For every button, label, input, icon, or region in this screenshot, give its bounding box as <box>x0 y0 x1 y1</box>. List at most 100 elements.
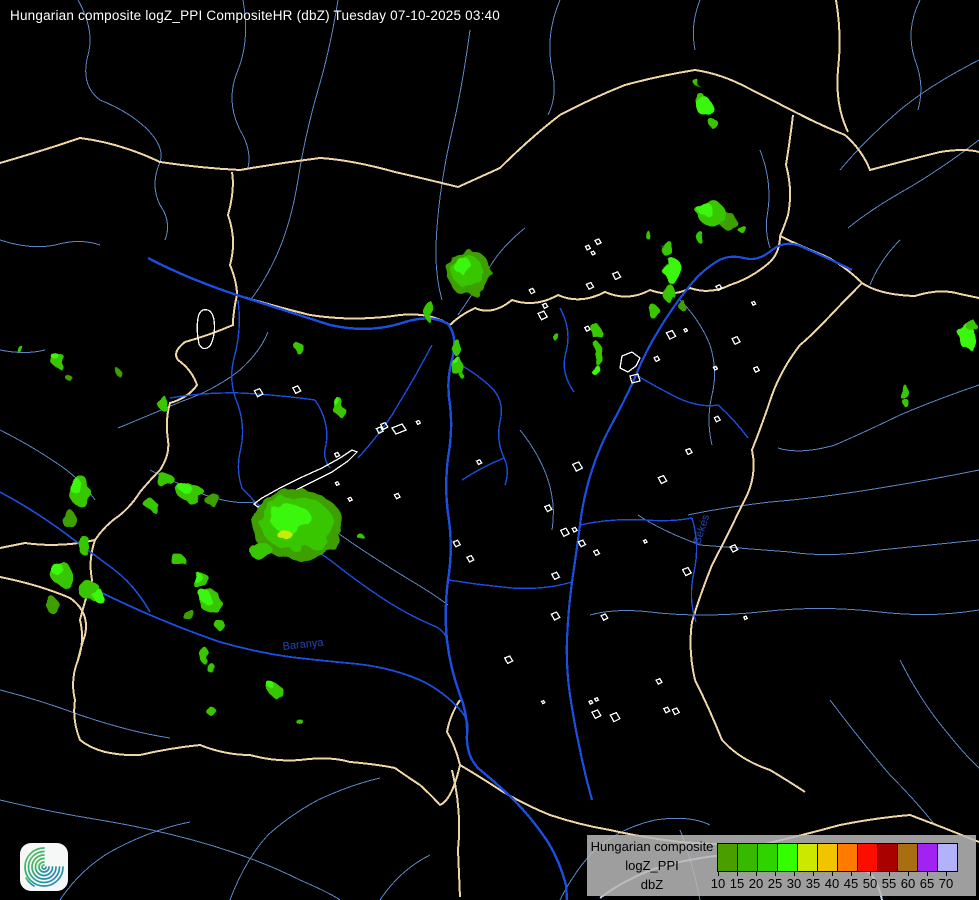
legend-title-line2: logZ_PPI <box>625 858 679 873</box>
small-lake-outline <box>662 706 671 714</box>
swirl-logo-graphic <box>20 843 68 891</box>
radar-echo <box>426 301 434 323</box>
radar-echo <box>270 683 276 691</box>
dbz-tick <box>908 872 909 876</box>
small-lake-outline <box>684 447 694 456</box>
radar-echo <box>171 554 185 566</box>
small-lake-outline <box>715 283 723 292</box>
dbz-tick <box>946 872 947 876</box>
small-lake-outline <box>712 365 719 371</box>
dbz-color-cell <box>857 843 878 872</box>
radar-echo <box>708 117 716 127</box>
small-lake-outline <box>592 549 601 557</box>
small-lake-outline <box>584 244 592 251</box>
small-lake-outline <box>503 655 514 665</box>
dbz-color-cell <box>777 843 798 872</box>
small-lake-outline <box>379 421 389 431</box>
small-lake-outline <box>543 504 553 513</box>
small-lake-outline <box>550 611 561 621</box>
small-lake-outline <box>591 709 602 720</box>
radar-echo <box>145 500 157 510</box>
dbz-tick <box>870 872 871 876</box>
small-lake-outline <box>291 385 302 395</box>
radar-echo <box>359 535 365 541</box>
dbz-tick <box>756 872 757 876</box>
radar-echo <box>200 648 210 664</box>
dbz-tick <box>794 872 795 876</box>
county-borders-rivers-layer <box>0 242 853 900</box>
radar-echo <box>295 717 301 723</box>
radar-echo <box>93 590 105 602</box>
small-lake-outline <box>475 459 483 466</box>
dbz-color-cell <box>917 843 938 872</box>
dbz-tick-label: 65 <box>919 876 935 891</box>
lake-balaton <box>252 449 359 508</box>
dbz-color-cell <box>757 843 778 872</box>
lake-velence <box>391 423 407 435</box>
dbz-tick-label: 15 <box>729 876 745 891</box>
small-lake-outline <box>713 415 722 423</box>
dbz-tick-label: 30 <box>786 876 802 891</box>
radar-echo <box>209 708 217 718</box>
radar-echo <box>114 368 120 374</box>
radar-echo <box>453 355 459 365</box>
radar-echo <box>695 81 701 87</box>
radar-echo <box>277 529 291 539</box>
radar-echo <box>966 319 976 331</box>
radar-echo <box>200 591 212 603</box>
radar-echo <box>591 324 601 338</box>
small-lake-outline <box>594 238 602 246</box>
small-lake-outline <box>731 335 741 346</box>
small-lake-outline <box>742 615 749 621</box>
hungaromet-swirl-logo <box>19 842 69 892</box>
small-lake-outline <box>375 426 385 435</box>
dbz-tick <box>889 872 890 876</box>
dbz-tick <box>737 872 738 876</box>
radar-echo <box>216 621 226 631</box>
radar-echo <box>664 258 682 284</box>
small-lake-outline <box>587 699 594 705</box>
dbz-tick-label: 60 <box>900 876 916 891</box>
radar-echo <box>737 224 745 232</box>
radar-echo <box>593 365 601 377</box>
radar-echo <box>593 343 603 365</box>
small-lake-outline <box>750 300 757 307</box>
small-lake-outline <box>593 696 600 703</box>
small-lake-outline <box>334 481 341 487</box>
radar-echo <box>450 338 460 354</box>
small-lake-outline <box>585 281 595 291</box>
radar-echo <box>208 664 216 674</box>
radar-echo <box>903 399 909 407</box>
dbz-tick <box>813 872 814 876</box>
radar-echo <box>70 478 82 494</box>
dbz-color-cell <box>837 843 858 872</box>
small-lake-outline <box>577 539 587 548</box>
dbz-tick <box>851 872 852 876</box>
small-lake-outline <box>540 699 546 705</box>
small-lake-outline <box>729 544 739 553</box>
radar-echo <box>15 343 21 351</box>
dbz-tick <box>832 872 833 876</box>
lake-tisza <box>619 351 641 373</box>
dbz-tick-label: 40 <box>824 876 840 891</box>
radar-echo <box>663 284 675 302</box>
small-lake-outline <box>347 496 354 503</box>
small-lake-outline <box>528 287 536 295</box>
dbz-tick <box>775 872 776 876</box>
small-lake-outline <box>657 474 668 485</box>
radar-echo <box>63 511 77 529</box>
small-lake-outline <box>571 461 584 472</box>
small-lake-outline <box>682 327 689 333</box>
radar-echo <box>553 333 559 341</box>
dbz-tick-label: 35 <box>805 876 821 891</box>
small-lake-outline <box>590 250 597 256</box>
radar-echo <box>696 97 712 115</box>
radar-echo <box>77 536 91 554</box>
radar-echo <box>699 203 713 217</box>
dbz-color-cell <box>817 843 838 872</box>
radar-echo <box>455 257 471 275</box>
legend-title-block: Hungarian composite logZ_PPI dbZ <box>587 837 717 894</box>
